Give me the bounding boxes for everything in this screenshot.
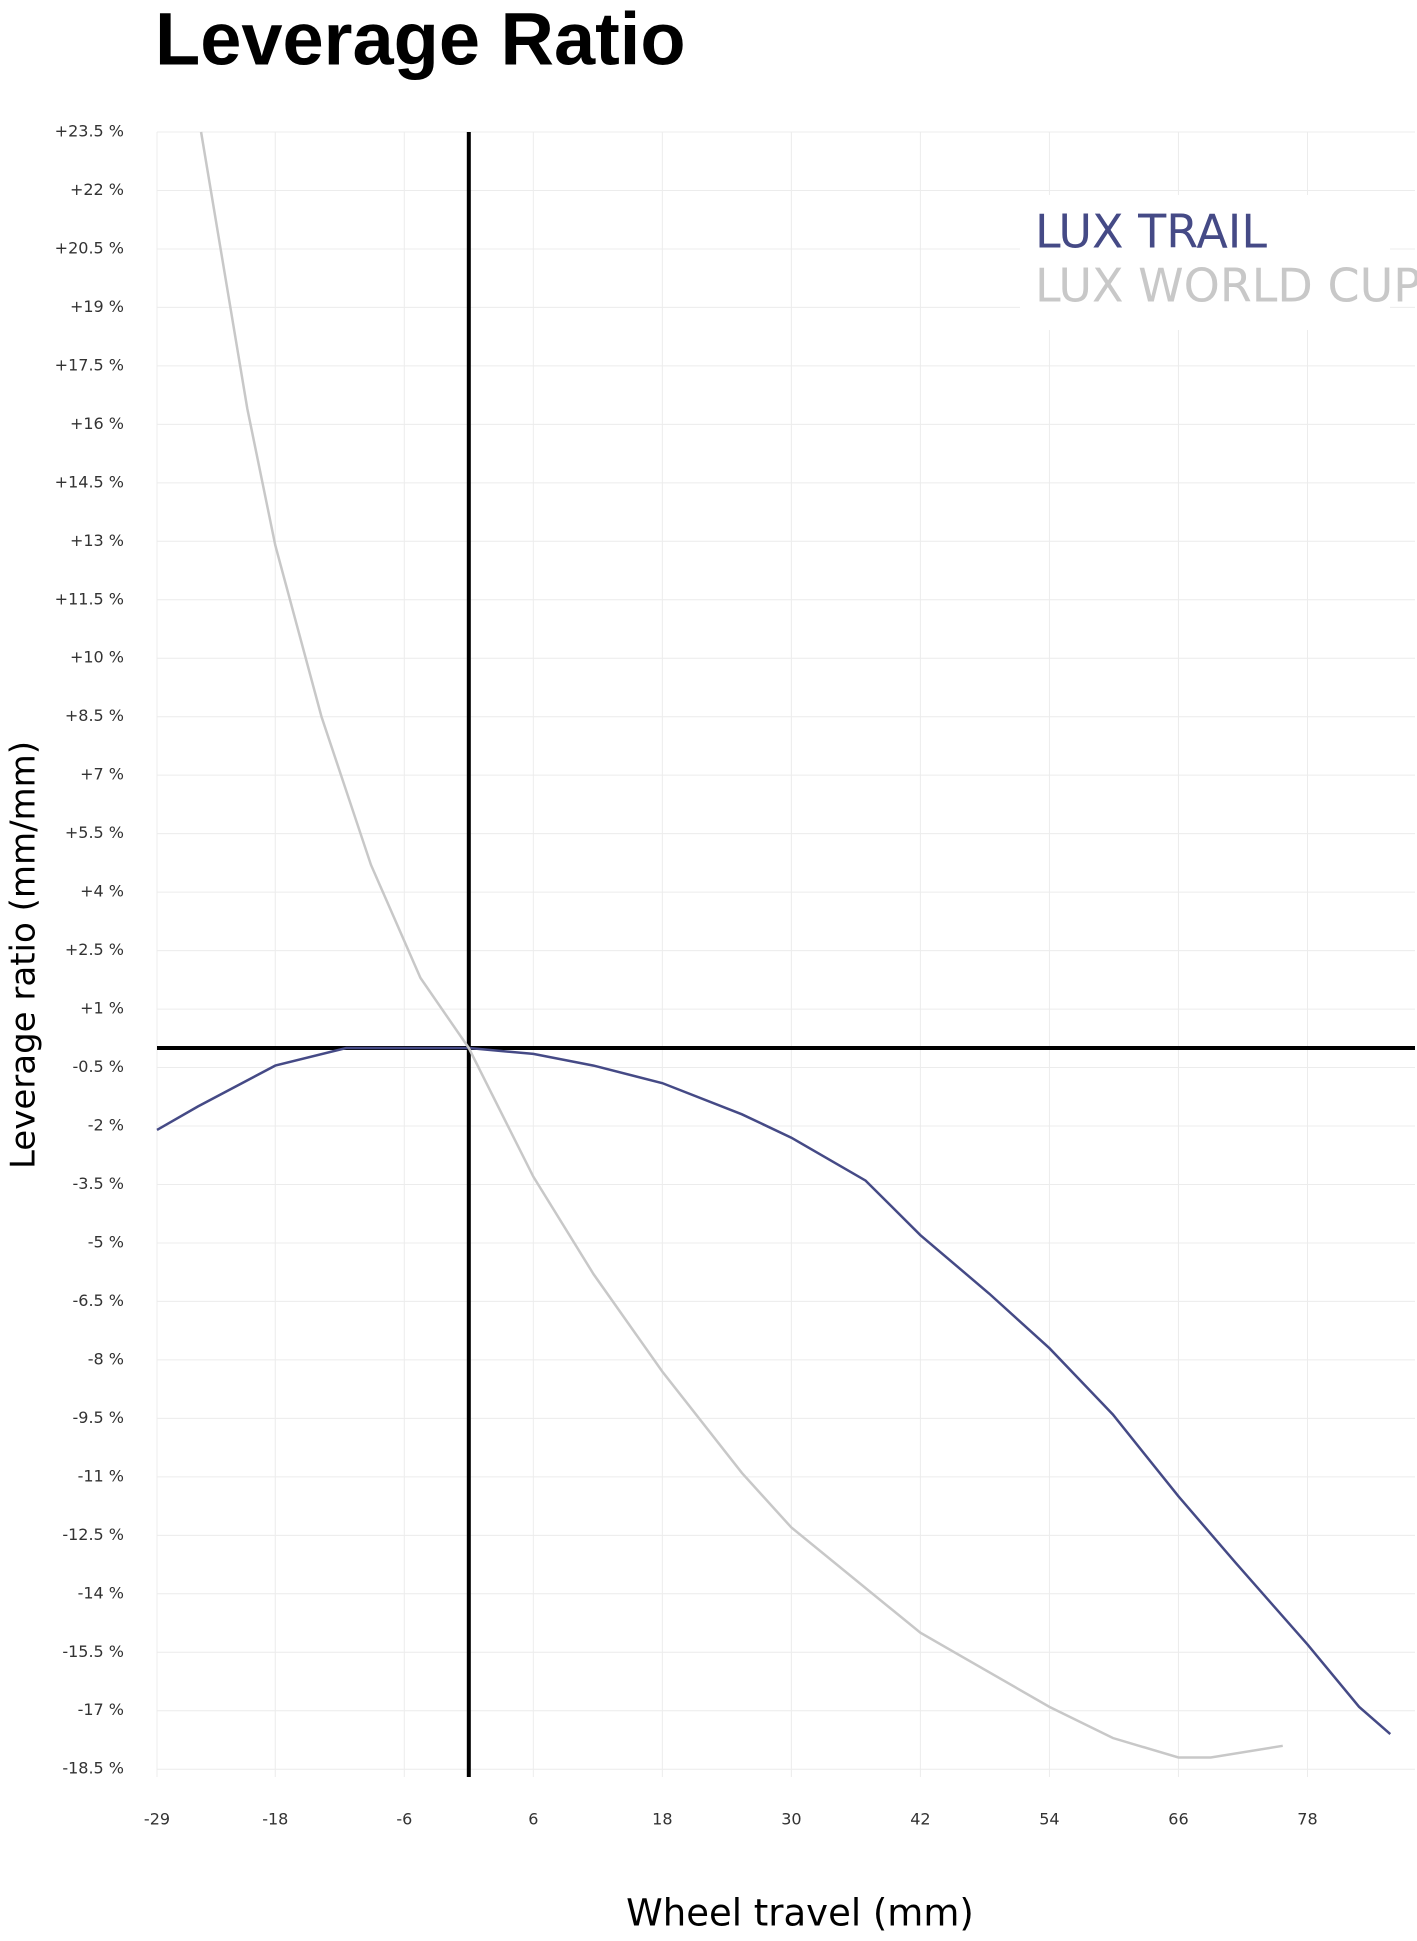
y-tick-label: -9.5 % (72, 1408, 124, 1427)
legend-entry: LUX WORLD CUP (1035, 259, 1417, 313)
y-tick-label: -0.5 % (72, 1057, 124, 1076)
y-tick-label: +17.5 % (55, 355, 124, 374)
x-tick-label: 30 (781, 1810, 801, 1829)
x-axis-label: Wheel travel (mm) (626, 1892, 974, 1935)
legend-box (1020, 195, 1390, 330)
y-tick-label: +7 % (80, 765, 124, 784)
y-tick-label: -18.5 % (62, 1759, 124, 1778)
y-tick-label: +20.5 % (55, 238, 124, 257)
y-tick-label: -2 % (88, 1116, 124, 1135)
x-tick-label: -18 (262, 1810, 288, 1829)
y-tick-label: -11 % (78, 1466, 124, 1485)
y-tick-label: +4 % (80, 882, 124, 901)
y-tick-label: -3.5 % (72, 1174, 124, 1193)
x-tick-label: 42 (910, 1810, 930, 1829)
y-tick-label: +14.5 % (55, 472, 124, 491)
y-tick-label: -8 % (88, 1349, 124, 1368)
x-tick-label: 78 (1297, 1810, 1317, 1829)
y-tick-label: +8.5 % (65, 706, 124, 725)
y-tick-label: +13 % (70, 531, 124, 550)
x-tick-label: -6 (396, 1810, 412, 1829)
legend-entry: LUX TRAIL (1035, 205, 1267, 259)
y-tick-label: +2.5 % (65, 940, 124, 959)
x-tick-label: 66 (1168, 1810, 1188, 1829)
y-tick-label: -14 % (78, 1583, 124, 1602)
x-tick-label: 54 (1039, 1810, 1059, 1829)
y-tick-label: +10 % (70, 648, 124, 667)
x-tick-label: -29 (144, 1810, 170, 1829)
y-tick-label: -15.5 % (62, 1642, 124, 1661)
y-tick-label: +23.5 % (55, 122, 124, 141)
y-tick-label: +11.5 % (55, 589, 124, 608)
y-tick-label: +1 % (80, 999, 124, 1018)
series-line (156, 1046, 1392, 1736)
y-tick-label: +19 % (70, 297, 124, 316)
series-line (199, 131, 1283, 1759)
x-tick-label: 6 (528, 1810, 538, 1829)
y-tick-label: -12.5 % (62, 1525, 124, 1544)
y-tick-label: +16 % (70, 414, 124, 433)
y-tick-label: -6.5 % (72, 1291, 124, 1310)
y-tick-label: +22 % (70, 180, 124, 199)
y-tick-label: -17 % (78, 1700, 124, 1719)
chart-title: Leverage Ratio (155, 0, 686, 81)
y-tick-label: -5 % (88, 1232, 124, 1251)
y-tick-label: +5.5 % (65, 823, 124, 842)
x-tick-label: 18 (652, 1810, 672, 1829)
y-axis-label: Leverage ratio (mm/mm) (4, 741, 44, 1169)
